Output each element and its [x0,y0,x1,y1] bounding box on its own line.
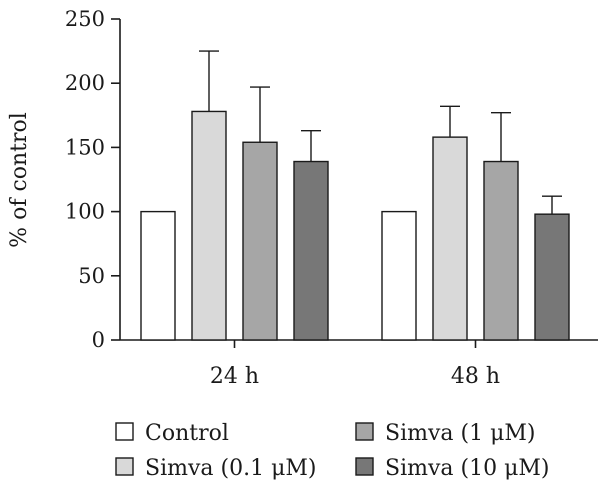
legend-label: Simva (1 μM) [385,421,536,446]
legend-label: Control [145,421,229,446]
bars [140,110,570,341]
bar [191,110,227,341]
y-tick-label: 50 [78,264,105,288]
bar [432,136,468,341]
y-tick-label: 200 [65,71,105,95]
legend-swatch [355,457,374,476]
legend-swatch [115,422,134,441]
bar [381,210,417,341]
x-tick-label: 24 h [210,364,259,389]
legend-label: Simva (10 μM) [385,456,549,481]
legend-item: Control [115,421,229,446]
y-tick-label: 150 [65,135,105,159]
legend-item: Simva (0.1 μM) [115,456,316,481]
legend-swatch [115,457,134,476]
legend: Control Simva (1 μM) Simva (0.1 μM) Simva (… [115,421,549,481]
legend-swatch [355,422,374,441]
bar [242,141,278,341]
y-tick-label: 100 [65,200,105,224]
y-axis-label: % of control [7,112,32,248]
y-tick-label: 250 [65,7,105,31]
bar [140,210,176,341]
legend-item: Simva (10 μM) [355,456,549,481]
bar [293,160,329,341]
legend-item: Simva (1 μM) [355,421,536,446]
category-labels: 24 h 48 h [210,340,500,389]
y-tick-label: 0 [92,328,105,352]
x-tick-label: 48 h [451,364,500,389]
bar [483,160,519,341]
error-bars [199,50,562,215]
legend-label: Simva (0.1 μM) [145,456,316,481]
bar [534,213,570,341]
